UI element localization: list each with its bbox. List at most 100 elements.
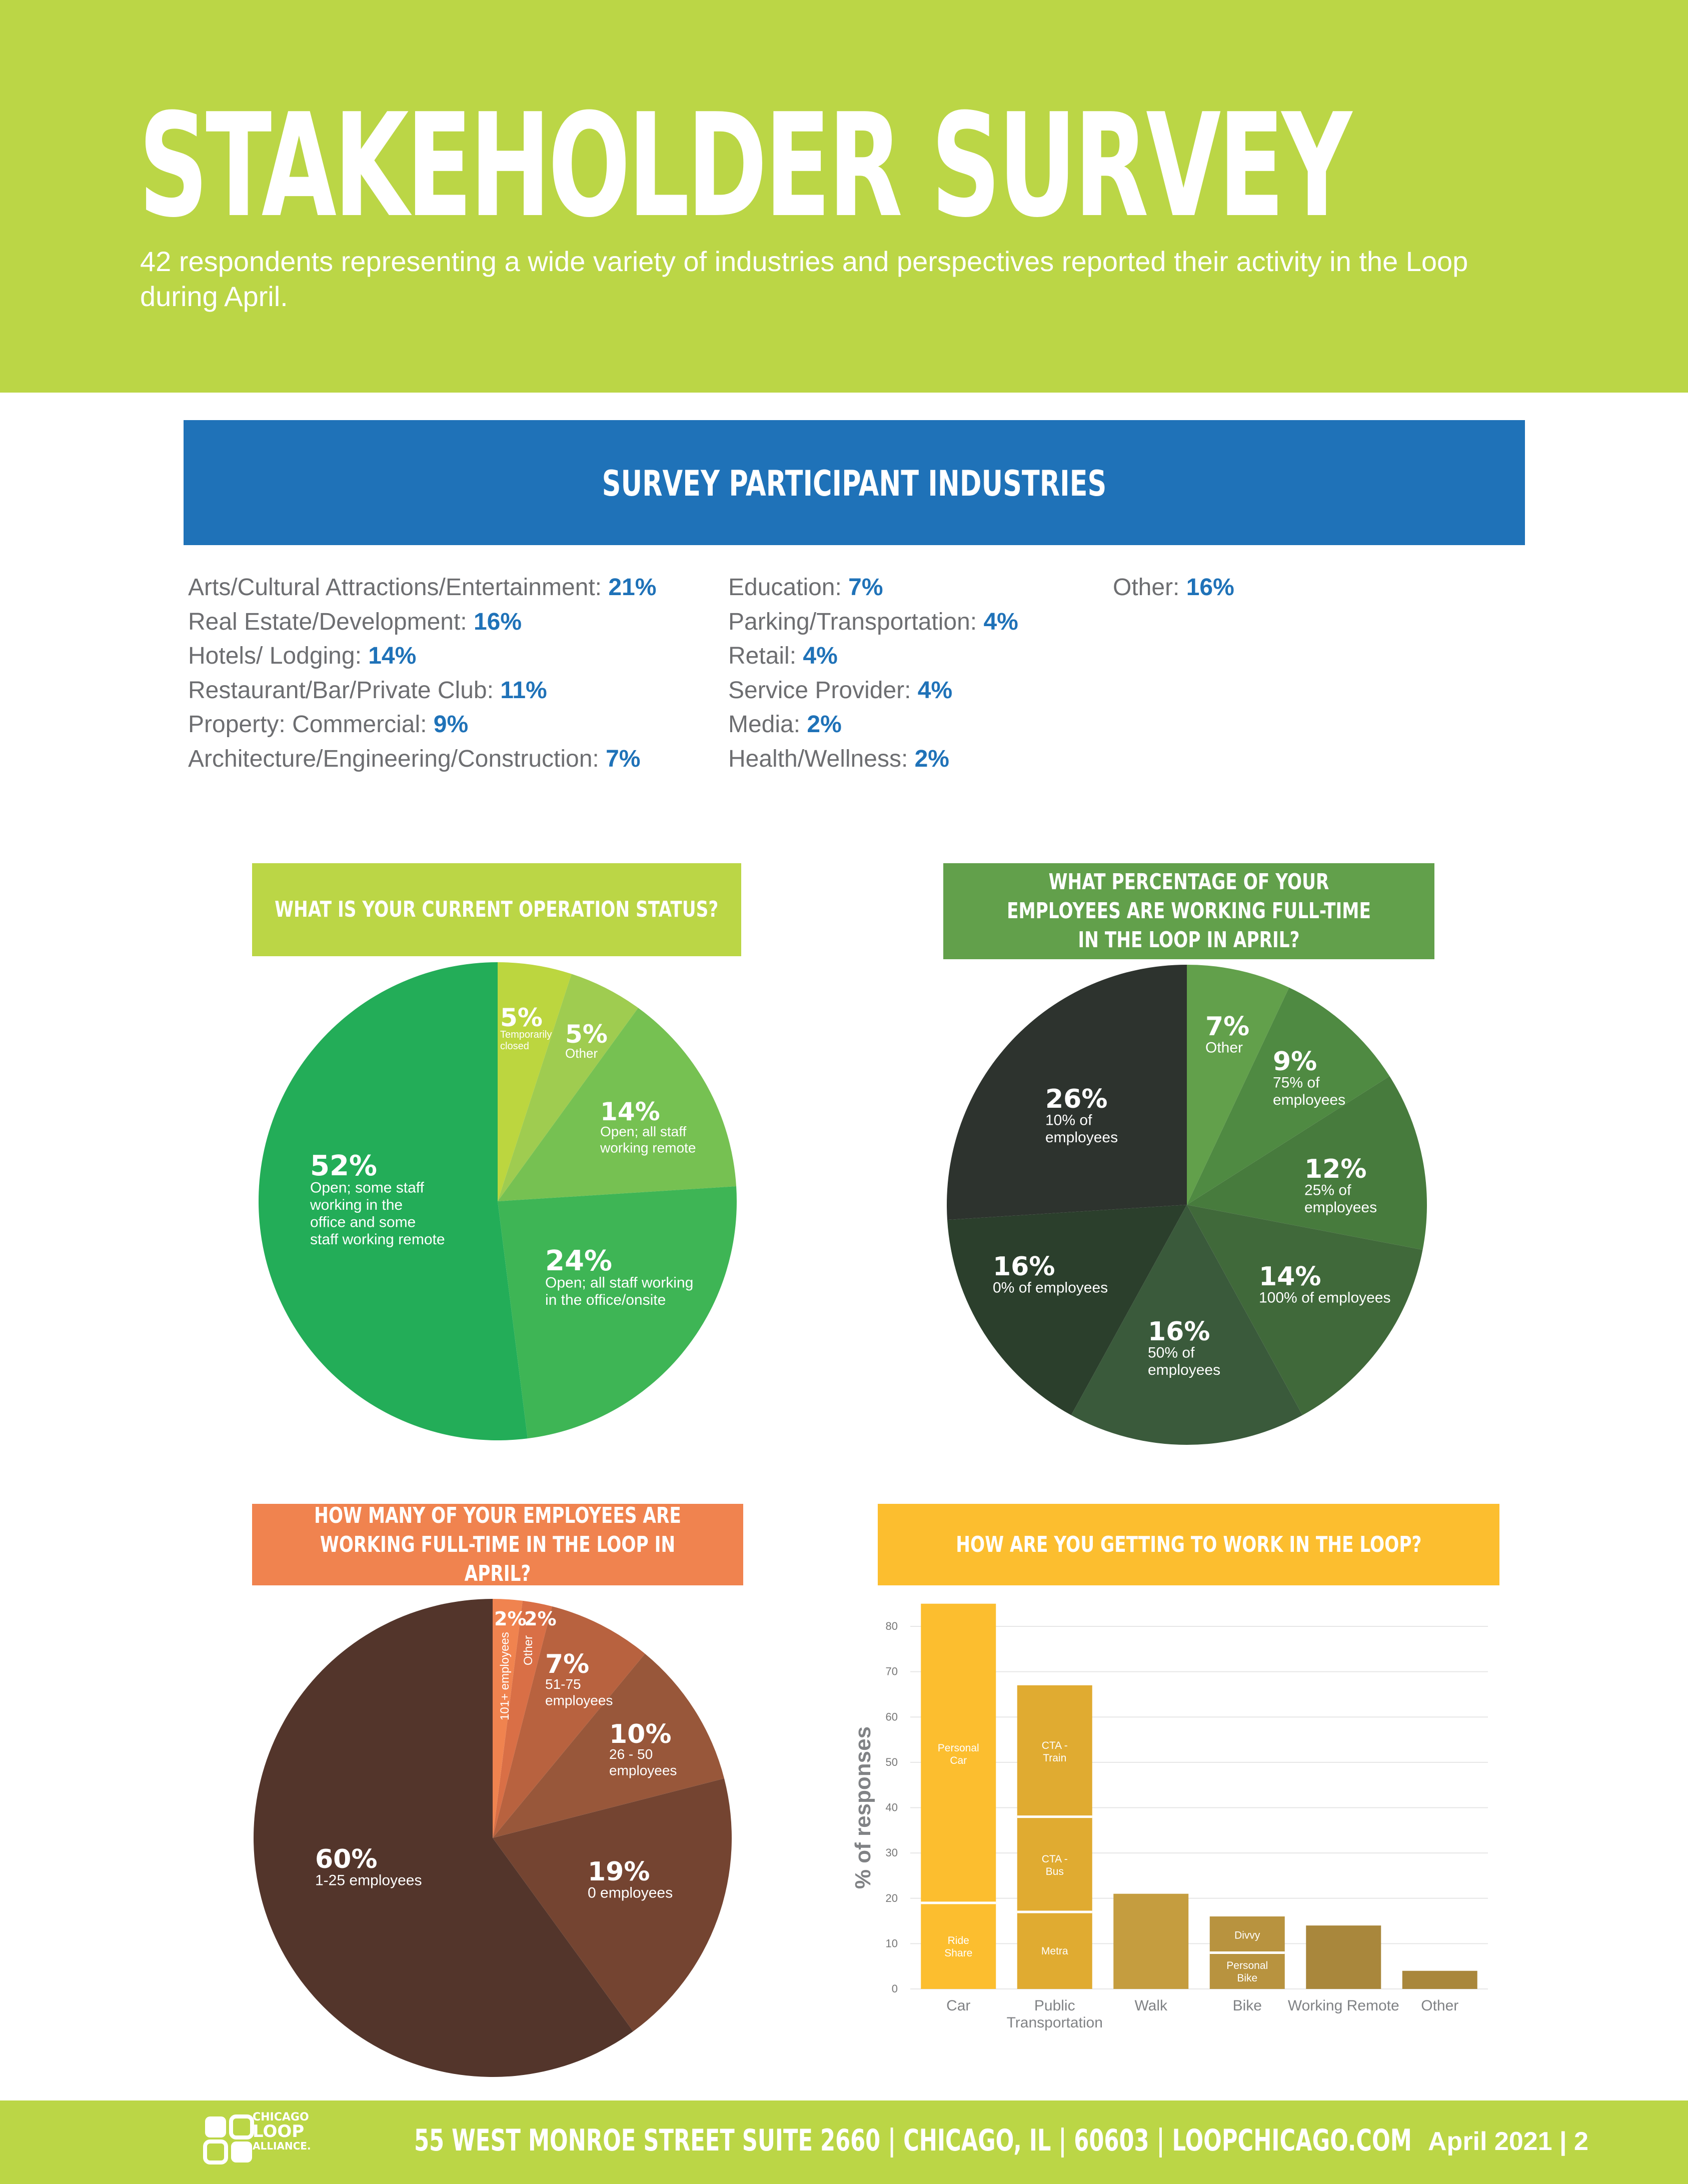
industry-item: Property: Commercial: 9% xyxy=(188,710,468,740)
bar-segment-label: Car xyxy=(950,1755,967,1766)
x-tick-label: Walk xyxy=(1134,1997,1168,2014)
industry-label: Other: xyxy=(1113,574,1186,601)
industry-item: Service Provider: 4% xyxy=(728,676,952,706)
industry-label: Hotels/ Lodging: xyxy=(188,643,369,669)
pie-slice-label: 25% of xyxy=(1304,1182,1351,1199)
pie-slice xyxy=(498,962,572,1201)
pie-slice xyxy=(258,962,528,1440)
pie-label: 16%0% of employees xyxy=(993,1252,1108,1296)
industry-label: Media: xyxy=(728,711,807,738)
pie-percent-label: 10% xyxy=(609,1719,671,1749)
y-tick-label: 30 xyxy=(886,1846,898,1859)
bar-segment xyxy=(1017,1685,1092,1817)
pie-percent-label: 2% xyxy=(494,1608,527,1630)
industry-percent: 14% xyxy=(368,643,417,669)
industry-label: Restaurant/Bar/Private Club: xyxy=(188,677,501,704)
industry-percent: 21% xyxy=(608,574,657,601)
pie-percent-label: 14% xyxy=(600,1097,660,1126)
q4-banner: HOW ARE YOU GETTING TO WORK IN THE LOOP? xyxy=(878,1504,1499,1585)
industry-label: Parking/Transportation: xyxy=(728,608,984,635)
industry-percent: 9% xyxy=(433,711,469,738)
y-tick-label: 80 xyxy=(886,1620,898,1632)
logo-line-1: CHICAGO xyxy=(253,2111,309,2123)
q3-banner: HOW MANY OF YOUR EMPLOYEES ARE WORKING F… xyxy=(252,1503,743,1586)
bar-segment-label: Ride xyxy=(948,1935,969,1946)
pie-slice-label: employees xyxy=(1304,1199,1377,1216)
pie-slice-label: working in the xyxy=(310,1197,403,1213)
pie-percent-label: 14% xyxy=(1259,1262,1321,1292)
pie-percent-label: 52% xyxy=(310,1150,377,1182)
industry-percent: 4% xyxy=(917,677,953,704)
pie-percent-label: 2% xyxy=(524,1608,557,1630)
industry-item: Parking/Transportation: 4% xyxy=(728,607,1018,637)
industry-label: Arts/Cultural Attractions/Entertainment: xyxy=(188,574,609,601)
industry-item: Media: 2% xyxy=(728,710,842,740)
industry-item: Education: 7% xyxy=(728,573,883,603)
pie-slice-label: Temporarily xyxy=(500,1029,552,1040)
bar-segment xyxy=(921,1902,996,1989)
pie-percent-label: 16% xyxy=(1148,1317,1210,1347)
industry-percent: 7% xyxy=(606,745,641,772)
pie-slice xyxy=(493,1653,724,1838)
pie-slice-label: 100% of employees xyxy=(1259,1290,1391,1306)
pie-slice-label: employees xyxy=(1148,1362,1220,1378)
x-tick-label: Public xyxy=(1034,1997,1075,2014)
q2-banner: WHAT PERCENTAGE OF YOUR EMPLOYEES ARE WO… xyxy=(943,863,1434,959)
pie-slice xyxy=(493,1778,732,2031)
industry-item: Restaurant/Bar/Private Club: 11% xyxy=(188,676,547,706)
pie-slice xyxy=(1187,987,1390,1205)
footer-address: 55 WEST MONROE STREET SUITE 2660 | CHICA… xyxy=(414,2123,1412,2158)
logo-wordmark: CHICAGO LOOP ALLIANCE. xyxy=(253,2111,311,2151)
pie-slice-label: 50% of xyxy=(1148,1345,1195,1361)
footer-date: April 2021 | 2 xyxy=(1428,2127,1588,2156)
pie-slice-label: 75% of xyxy=(1273,1075,1320,1091)
y-tick-label: 60 xyxy=(886,1710,898,1723)
industry-item: Health/Wellness: 2% xyxy=(728,744,949,774)
pie-slice-label: staff working remote xyxy=(310,1231,445,1248)
y-tick-label: 0 xyxy=(892,1982,898,1995)
industry-item: Arts/Cultural Attractions/Entertainment:… xyxy=(188,573,656,603)
pie-slice xyxy=(947,965,1187,1220)
pie-percent-label: 7% xyxy=(1205,1012,1249,1042)
x-tick-label: Car xyxy=(946,1997,970,2014)
page-subtitle: 42 respondents representing a wide varie… xyxy=(140,246,1468,312)
pie-slice-label: 0% of employees xyxy=(993,1280,1108,1296)
y-axis-label: % of responses xyxy=(851,1726,875,1889)
pie-slice xyxy=(1187,965,1289,1205)
logo-line-2: LOOP xyxy=(253,2121,305,2142)
pie-slice-label: working remote xyxy=(600,1140,696,1155)
industries-banner: SURVEY PARTICIPANT INDUSTRIES xyxy=(184,420,1525,545)
pie-percent-label: 16% xyxy=(993,1252,1055,1282)
bar-segment-label: Divvy xyxy=(1234,1929,1260,1941)
industry-percent: 4% xyxy=(983,608,1018,635)
bar-segment-label: CTA - xyxy=(1042,1740,1068,1751)
pie-slice-label: Other xyxy=(1205,1040,1243,1056)
bar-segment-label: CTA - xyxy=(1042,1853,1068,1865)
pie-slice xyxy=(493,1606,645,1838)
pie-slice-label: 10% of xyxy=(1045,1112,1092,1129)
pie-percent-label: 12% xyxy=(1304,1154,1366,1184)
pie-slice-label: in the office/onsite xyxy=(545,1292,666,1308)
pie-label: 2% xyxy=(494,1608,527,1630)
pie-slice-label: employees xyxy=(1045,1129,1118,1146)
pie-slice-label: 0 employees xyxy=(588,1885,673,1901)
pie-percent-label: 5% xyxy=(500,1003,543,1032)
pie-slice-label: office and some xyxy=(310,1214,416,1231)
pie-label: 2% xyxy=(524,1608,557,1630)
bar-segment xyxy=(1209,1952,1285,1989)
bar-segment xyxy=(1209,1916,1285,1953)
industry-label: Retail: xyxy=(728,643,803,669)
bar-segment-label: Train xyxy=(1043,1752,1066,1764)
industry-percent: 11% xyxy=(500,677,547,704)
industry-percent: 16% xyxy=(1186,574,1234,601)
q2-title: WHAT PERCENTAGE OF YOUR EMPLOYEES ARE WO… xyxy=(1007,869,1371,953)
